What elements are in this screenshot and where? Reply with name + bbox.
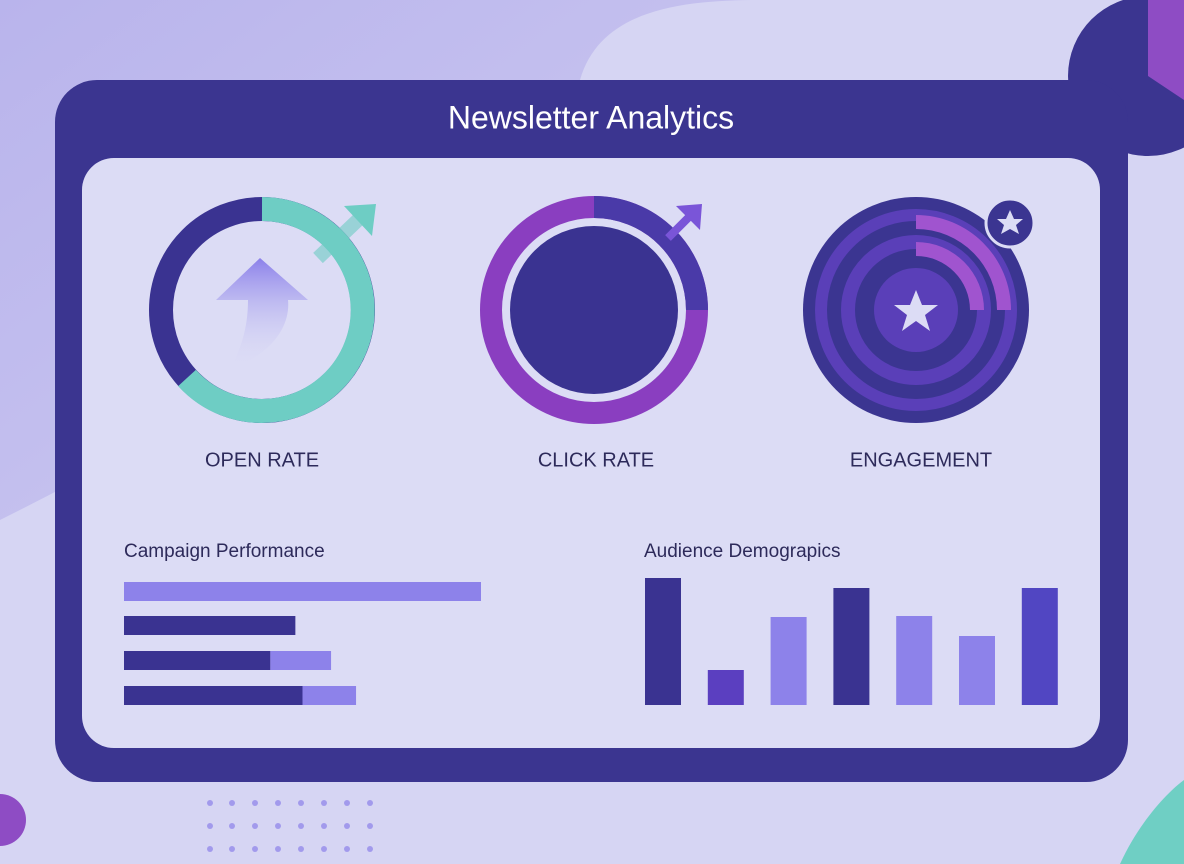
- corner-accent: [1148, 0, 1184, 100]
- campaign-bar: [124, 582, 481, 601]
- metric-label: OPEN RATE: [205, 449, 319, 471]
- click-rate-gauge: [480, 196, 708, 424]
- section-title: Audience Demograpics: [644, 541, 840, 562]
- campaign-bar: [124, 616, 296, 635]
- demographic-bar: [1021, 588, 1058, 705]
- demographic-bar: [959, 636, 995, 705]
- campaign-bar: [270, 651, 332, 670]
- demographic-bar: [770, 617, 807, 705]
- campaign-bar: [124, 651, 271, 670]
- demographic-bar: [896, 616, 933, 705]
- metric-label: ENGAGEMENT: [850, 449, 992, 471]
- section-title: Campaign Performance: [124, 541, 325, 562]
- corner-dot: [0, 794, 26, 846]
- dot-grid: [207, 800, 373, 852]
- campaign-bar: [124, 686, 303, 705]
- open-rate-gauge: [149, 197, 376, 423]
- engagement-gauge: [803, 197, 1036, 423]
- demographic-bar: [707, 670, 744, 705]
- title: Newsletter Analytics: [448, 99, 734, 135]
- demographic-bar: [645, 578, 681, 705]
- metric-label: CLICK RATE: [538, 449, 654, 471]
- corner-teal: [1120, 780, 1184, 864]
- campaign-bar: [302, 686, 357, 705]
- demographic-bar: [833, 588, 870, 705]
